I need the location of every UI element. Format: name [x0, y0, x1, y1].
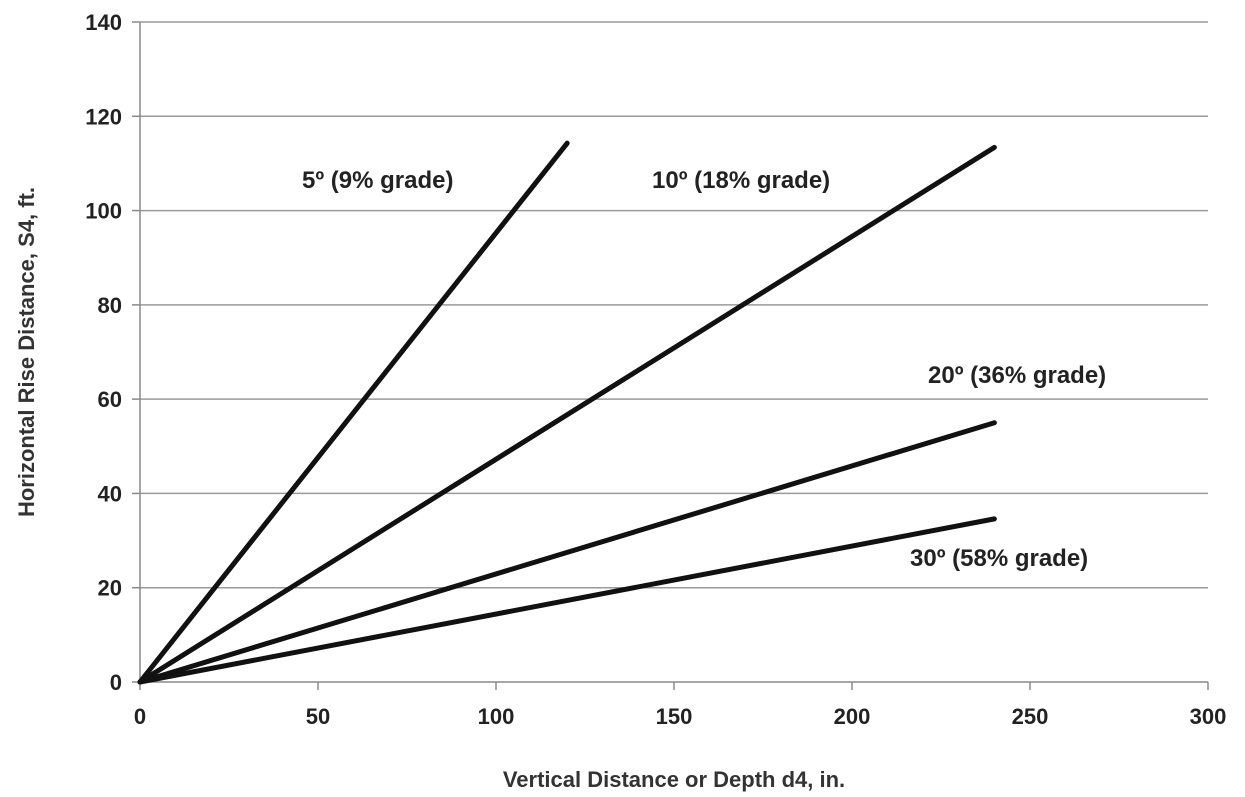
x-tick-label-50: 50 [306, 704, 330, 729]
x-tick-label-0: 0 [134, 704, 146, 729]
y-tick-label-20: 20 [98, 576, 122, 601]
y-tick-label-100: 100 [85, 199, 122, 224]
tick-labels: 0 20 40 60 80 100 120 140 0 50 100 150 200 250 300 [85, 10, 1226, 729]
series-line-3 [137, 420, 997, 685]
y-tick-label-40: 40 [98, 481, 122, 506]
series-label-1: 5º (9% grade) [302, 167, 453, 194]
series-labels: 5º (9% grade) 10º (18% grade) 20º (36% gra… [302, 167, 1106, 572]
y-tick-label-120: 120 [85, 104, 122, 129]
series-label-2: 10º (18% grade) [652, 167, 830, 194]
series-label-3: 20º (36% grade) [928, 362, 1106, 389]
series-lines [137, 140, 997, 685]
y-axis-title: Horizontal Rise Distance, S4, ft. [14, 187, 39, 517]
x-tick-label-300: 300 [1190, 704, 1227, 729]
x-tick-label-100: 100 [478, 704, 515, 729]
y-tick-label-60: 60 [98, 387, 122, 412]
y-tick-label-80: 80 [98, 293, 122, 318]
series-line-2 [137, 144, 997, 685]
x-tick-label-200: 200 [834, 704, 871, 729]
axes [132, 21, 1209, 690]
series-label-4: 30º (58% grade) [910, 545, 1088, 572]
gridlines [140, 21, 1208, 589]
x-tick-label-250: 250 [1012, 704, 1049, 729]
x-tick-label-150: 150 [656, 704, 693, 729]
series-line-4 [137, 516, 997, 685]
y-tick-label-0: 0 [110, 670, 122, 695]
x-axis-title: Vertical Distance or Depth d4, in. [503, 767, 845, 792]
series-line-1 [137, 140, 570, 685]
y-tick-label-140: 140 [85, 10, 122, 35]
